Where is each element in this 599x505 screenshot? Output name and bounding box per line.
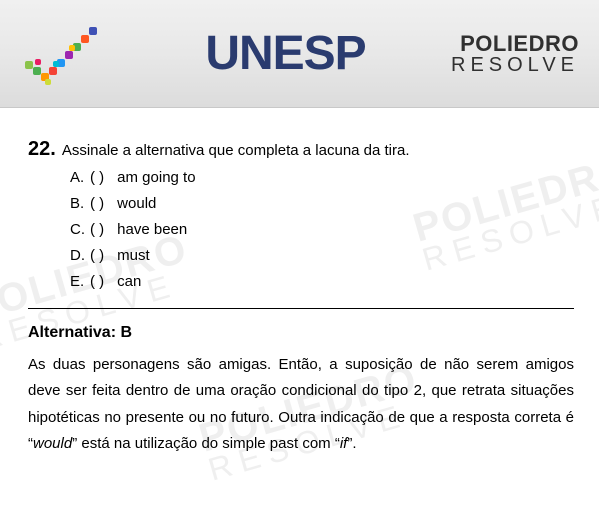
option-letter: A. <box>70 169 88 186</box>
option-paren: ( ) <box>90 221 104 238</box>
option-row: B. ( ) would <box>70 195 574 212</box>
header-title: UNESP <box>205 26 365 81</box>
option-text: would <box>117 195 156 212</box>
puzzle-checkmark-logo <box>20 19 120 89</box>
option-text: must <box>117 247 150 264</box>
option-text: can <box>117 273 141 290</box>
option-row: E. ( ) can <box>70 273 574 290</box>
answer-label: Alternativa: B <box>28 324 574 342</box>
option-row: A. ( ) am going to <box>70 169 574 186</box>
option-row: C. ( ) have been <box>70 221 574 238</box>
divider <box>28 308 574 309</box>
question-number: 22. <box>28 138 56 161</box>
poliedro-logo-top: POLIEDRO <box>451 33 579 55</box>
answer-body: As duas personagens são amigas. Então, a… <box>28 352 574 457</box>
option-letter: B. <box>70 195 88 212</box>
question-header: 22. Assinale a alternativa que completa … <box>28 138 574 161</box>
option-paren: ( ) <box>90 195 104 212</box>
header: UNESP POLIEDRO RESOLVE <box>0 0 599 108</box>
option-letter: D. <box>70 247 88 264</box>
option-text: have been <box>117 221 187 238</box>
question-text: Assinale a alternativa que completa a la… <box>62 142 410 159</box>
options-list: A. ( ) am going to B. ( ) would C. ( ) h… <box>28 169 574 290</box>
option-paren: ( ) <box>90 273 104 290</box>
option-letter: E. <box>70 273 88 290</box>
poliedro-logo-bottom: RESOLVE <box>451 55 579 75</box>
option-row: D. ( ) must <box>70 247 574 264</box>
poliedro-logo: POLIEDRO RESOLVE <box>451 33 579 75</box>
option-paren: ( ) <box>90 247 104 264</box>
option-paren: ( ) <box>90 169 104 186</box>
content: 22. Assinale a alternativa que completa … <box>0 108 599 472</box>
option-letter: C. <box>70 221 88 238</box>
option-text: am going to <box>117 169 195 186</box>
